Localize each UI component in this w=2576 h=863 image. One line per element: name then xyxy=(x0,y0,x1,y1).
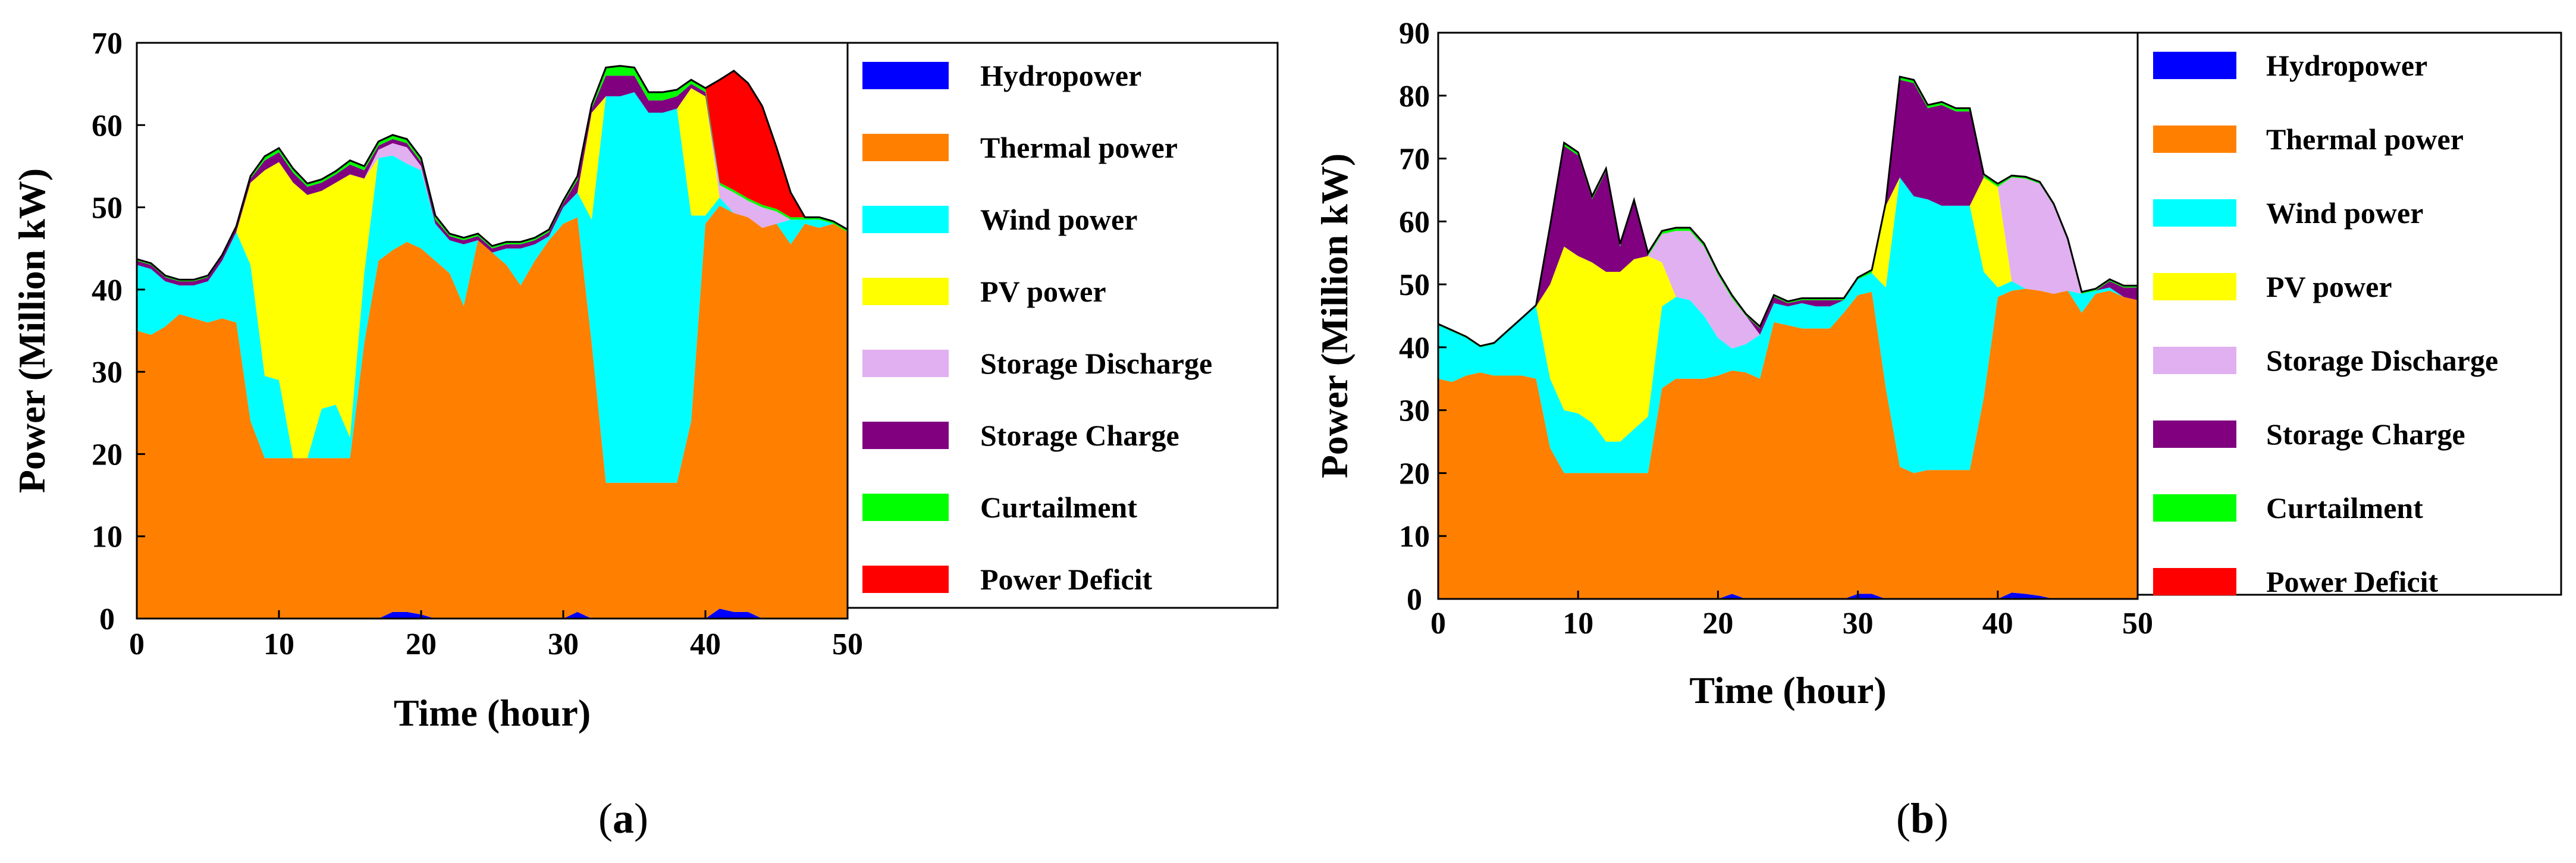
area-pv-power xyxy=(137,88,848,459)
total-envelope-line xyxy=(136,65,848,281)
x-tick-label: 40 xyxy=(690,627,721,661)
y-tick-label: 60 xyxy=(1399,205,1430,239)
y-tick-label: 70 xyxy=(1399,143,1430,177)
legend-swatch-curtailment xyxy=(862,494,949,521)
x-tick-label: 0 xyxy=(1430,607,1446,641)
legend-label-thermal-power: Thermal power xyxy=(2266,123,2464,156)
legend-swatch-storage-charge xyxy=(862,422,949,449)
legend-swatch-hydropower xyxy=(2153,52,2236,79)
x-axis-label: Time (hour) xyxy=(394,692,591,734)
legend-swatch-storage-discharge xyxy=(862,350,949,377)
legend-swatch-storage-charge xyxy=(2153,420,2236,448)
x-tick-label: 20 xyxy=(1702,607,1733,641)
y-tick-label: 20 xyxy=(92,438,123,472)
legend-swatch-thermal-power xyxy=(862,134,949,161)
chart-panel-a: 0 10 20 30 40 50 60 70 0 10 20 30 40 50 Power (Million… xyxy=(11,27,1279,842)
x-axis-label: Time (hour) xyxy=(1689,669,1886,711)
area-wind-power xyxy=(1438,177,2138,473)
x-tick-label: 10 xyxy=(1562,607,1593,641)
y-tick-label: 90 xyxy=(1399,17,1430,51)
y-tick-label: 10 xyxy=(1399,520,1430,554)
chart-panel-b: 0 10 20 30 40 50 60 70 80 90 0 10 20 30 40 50 Power (Mil… xyxy=(1313,17,2562,842)
y-tick-label: 0 xyxy=(1407,583,1422,617)
legend-swatch-storage-discharge xyxy=(2153,347,2236,374)
legend-label-storage-discharge: Storage Discharge xyxy=(2266,344,2498,377)
area-storage-charge xyxy=(1438,80,2138,347)
x-tick-label: 50 xyxy=(2122,607,2153,641)
panel-label: (b) xyxy=(1896,795,1949,842)
legend-label-thermal-power: Thermal power xyxy=(980,131,1178,164)
y-tick-label: 30 xyxy=(92,356,123,390)
area-thermal-power xyxy=(137,205,848,619)
x-tick-label: 20 xyxy=(406,627,437,661)
x-tick-label: 50 xyxy=(832,627,863,661)
legend-swatch-pv-power xyxy=(2153,273,2236,300)
legend-label-power-deficit: Power Deficit xyxy=(980,563,1153,596)
y-tick-label: 60 xyxy=(92,109,123,143)
y-tick-label: 10 xyxy=(92,520,123,554)
legend-swatch-wind-power xyxy=(862,206,949,233)
x-tick-label: 10 xyxy=(263,627,294,661)
legend-label-wind-power: Wind power xyxy=(2266,196,2423,230)
y-tick-label: 30 xyxy=(1399,394,1430,428)
x-tick-label: 0 xyxy=(129,627,145,661)
total-envelope-line xyxy=(1438,76,2138,347)
y-tick-label: 80 xyxy=(1399,80,1430,114)
legend-label-wind-power: Wind power xyxy=(980,203,1137,236)
legend-swatch-power-deficit xyxy=(2153,568,2236,595)
y-axis-label: Power (Million kW) xyxy=(1313,153,1356,478)
legend-swatch-pv-power xyxy=(862,278,949,305)
y-tick-label: 40 xyxy=(1399,331,1430,365)
legend-swatch-wind-power xyxy=(2153,199,2236,227)
y-tick-label: 20 xyxy=(1399,457,1430,491)
area-thermal-power xyxy=(1438,288,2138,599)
legend-label-curtailment: Curtailment xyxy=(2266,491,2423,525)
y-tick-label: 0 xyxy=(99,602,115,636)
legend-label-hydropower: Hydropower xyxy=(980,59,1141,92)
legend-swatch-hydropower xyxy=(862,62,949,89)
legend-label-curtailment: Curtailment xyxy=(980,491,1137,524)
y-tick-label: 70 xyxy=(92,27,123,61)
legend-label-storage-charge: Storage Charge xyxy=(2266,418,2465,451)
legend-label-pv-power: PV power xyxy=(2266,270,2392,303)
legend-label-storage-discharge: Storage Discharge xyxy=(980,347,1212,380)
legend-label-pv-power: PV power xyxy=(980,275,1106,308)
legend-label-power-deficit: Power Deficit xyxy=(2266,565,2439,598)
legend-swatch-power-deficit xyxy=(862,566,949,593)
y-tick-label: 40 xyxy=(92,274,123,307)
legend-swatch-curtailment xyxy=(2153,494,2236,522)
legend-label-storage-charge: Storage Charge xyxy=(980,419,1179,452)
x-tick-label: 40 xyxy=(1982,607,2013,641)
y-tick-label: 50 xyxy=(92,192,123,225)
legend-label-hydropower: Hydropower xyxy=(2266,49,2427,82)
area-pv-power xyxy=(1438,177,2138,442)
legend-swatch-thermal-power xyxy=(2153,125,2236,153)
area-wind-power xyxy=(137,92,848,483)
y-axis-label: Power (Million kW) xyxy=(11,168,53,493)
y-tick-label: 50 xyxy=(1399,268,1430,302)
x-tick-label: 30 xyxy=(548,627,579,661)
x-tick-label: 30 xyxy=(1843,607,1874,641)
panel-label: (a) xyxy=(598,795,648,842)
